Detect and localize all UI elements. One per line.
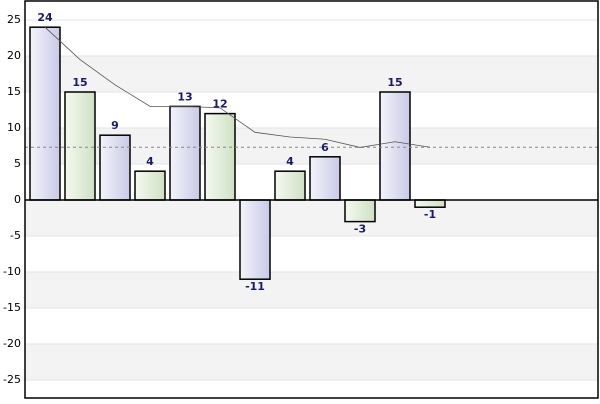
grid-band — [25, 344, 598, 380]
bar — [29, 26, 61, 201]
bar — [99, 134, 131, 201]
y-tick-label: -10 — [3, 265, 21, 278]
y-tick-label: 15 — [7, 85, 21, 98]
data-label: -3 — [354, 223, 366, 236]
y-tick-label: -20 — [3, 337, 21, 350]
grid-band — [25, 272, 598, 308]
bar — [169, 105, 201, 201]
data-label: 9 — [111, 119, 119, 132]
y-tick-label: -5 — [10, 229, 21, 242]
bar — [344, 199, 376, 223]
plot-frame — [24, 0, 599, 399]
y-tick-label: 25 — [7, 13, 21, 26]
data-label: 13 — [177, 90, 192, 103]
data-label: -1 — [424, 208, 436, 221]
data-label: 15 — [387, 76, 402, 89]
bar — [64, 91, 96, 201]
data-label: -11 — [245, 280, 265, 293]
y-tick-label: -15 — [3, 301, 21, 314]
y-tick-label: -25 — [3, 373, 21, 386]
data-label: 4 — [286, 155, 294, 168]
data-label: 12 — [212, 98, 227, 111]
bar — [309, 156, 341, 201]
trend-line — [44, 26, 431, 148]
y-tick-label: 0 — [14, 193, 21, 206]
y-tick-label: 10 — [7, 121, 21, 134]
bar — [204, 112, 236, 201]
bar — [134, 170, 166, 201]
bar — [414, 199, 446, 208]
grid — [25, 19, 598, 381]
y-tick-label: 5 — [14, 157, 21, 170]
y-tick-label: 20 — [7, 49, 21, 62]
bar — [379, 91, 411, 201]
grid-band — [25, 200, 598, 236]
bar — [239, 199, 271, 280]
data-label: 4 — [146, 155, 154, 168]
bar — [274, 170, 306, 201]
data-label: 24 — [37, 11, 53, 24]
data-label: 15 — [72, 76, 87, 89]
grid-band — [25, 56, 598, 92]
